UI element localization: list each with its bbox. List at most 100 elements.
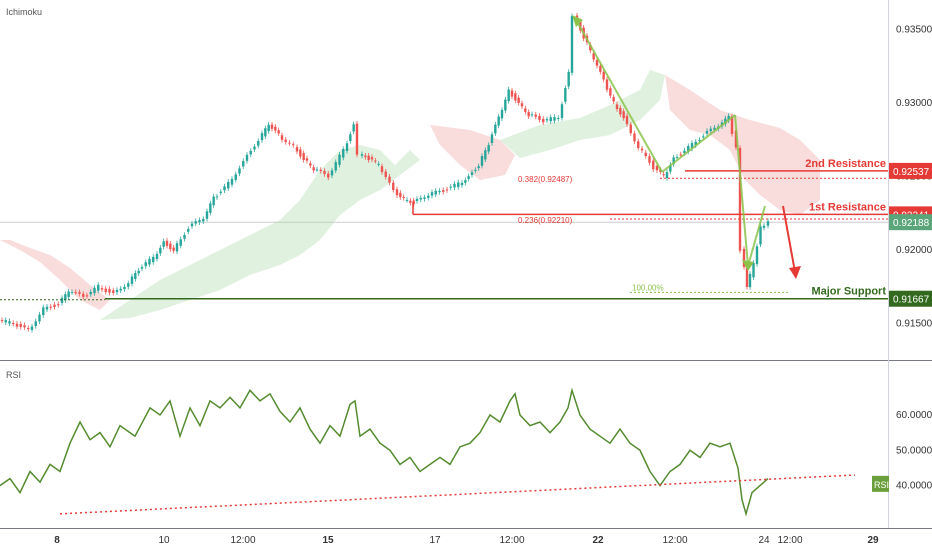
candle-body <box>730 116 734 134</box>
candle-body <box>742 248 746 267</box>
candle-body <box>395 189 399 196</box>
candle-body <box>405 199 409 201</box>
candle-body <box>64 294 67 301</box>
candle-body <box>687 146 690 152</box>
major-support-label: Major Support <box>811 286 886 298</box>
candle-body <box>629 124 632 134</box>
candle-body <box>542 118 545 123</box>
candle-body <box>442 190 445 192</box>
time-tick: 17 <box>429 535 441 546</box>
candle-body <box>507 89 510 102</box>
candle-body <box>245 154 249 161</box>
price-axis: 0.935000.930000.925000.920000.915000.925… <box>889 24 932 329</box>
candle-body <box>557 117 560 119</box>
candle-body <box>78 292 81 294</box>
candle-body <box>759 226 762 245</box>
pattern-line-0 <box>574 17 663 173</box>
candle-body <box>612 97 615 102</box>
candle-body <box>315 169 319 171</box>
candle-body <box>438 190 441 193</box>
candle-body <box>727 115 730 121</box>
candle-body <box>415 198 419 202</box>
candle-body <box>295 147 299 152</box>
projection-arrowhead <box>789 266 801 279</box>
candle-body <box>305 158 309 161</box>
cloud-region-4 <box>665 75 820 215</box>
candle-body <box>53 304 56 308</box>
candle-body <box>130 276 134 284</box>
candle-body <box>622 111 625 119</box>
candle-body <box>602 71 605 80</box>
candle-body <box>93 287 96 294</box>
candle-body <box>165 240 169 246</box>
candle-body <box>249 150 252 155</box>
cloud-region-3 <box>500 70 665 158</box>
first-resistance-label: 1st Resistance <box>809 201 886 213</box>
candle-body <box>644 152 647 157</box>
candle-body <box>453 183 456 188</box>
price-tick: 0.93000 <box>896 98 932 109</box>
candle-body <box>342 149 345 158</box>
candle-body <box>430 192 434 196</box>
candle-body <box>520 103 524 107</box>
candle-body <box>349 134 352 141</box>
candle-body <box>669 164 672 172</box>
candle-body <box>690 143 694 149</box>
candle-body <box>270 124 274 129</box>
time-tick: 10 <box>158 535 170 546</box>
candle-body <box>8 321 11 324</box>
second-resistance-tag: 0.92537 <box>893 167 930 178</box>
time-tick: 15 <box>322 535 334 546</box>
candle-body <box>257 141 260 146</box>
time-tick: 29 <box>867 535 879 546</box>
candle-body <box>592 53 595 60</box>
candle-body <box>709 128 712 132</box>
candle-body <box>15 323 19 327</box>
fib-label-0: 0.382(0.92487) <box>518 175 573 184</box>
candle-body <box>319 169 322 171</box>
candle-body <box>675 156 679 158</box>
candle-body <box>530 114 534 116</box>
candle-body <box>264 128 267 137</box>
candle-body <box>119 288 122 291</box>
candle-body <box>648 156 651 163</box>
candle-body <box>672 157 675 164</box>
candle-body <box>374 160 377 162</box>
candle-body <box>352 124 355 132</box>
candle-body <box>567 71 570 87</box>
cloud-region-2 <box>430 125 515 180</box>
candle-body <box>280 135 284 140</box>
candle-body <box>384 171 387 177</box>
time-tick: 12:00 <box>662 535 687 546</box>
candle-body <box>137 270 140 274</box>
candle-body <box>4 320 7 323</box>
candle-body <box>449 186 452 188</box>
candle-body <box>112 290 115 293</box>
price-tick: 0.91500 <box>896 318 932 329</box>
candle-body <box>127 283 130 287</box>
candle-body <box>637 141 640 148</box>
candle-body <box>45 306 49 310</box>
candle-body <box>327 173 330 178</box>
second-resistance-tag-bg <box>889 162 932 179</box>
candle-body <box>338 154 341 165</box>
candle-body <box>694 141 697 146</box>
candle-body <box>570 16 574 73</box>
candle-body <box>100 288 104 290</box>
candle-body <box>238 168 241 174</box>
candle-body <box>599 65 602 72</box>
cloud-region-0 <box>0 240 110 310</box>
candle-body <box>517 97 520 103</box>
candle-body <box>198 220 201 223</box>
candle-body <box>445 189 449 191</box>
candle-body <box>123 286 126 290</box>
candle-body <box>355 123 359 155</box>
candle-body <box>299 149 302 157</box>
candle-body <box>260 133 264 141</box>
candle-body <box>490 134 494 143</box>
candle-body <box>230 178 234 185</box>
candle-body <box>683 150 686 154</box>
candle-body <box>480 155 484 166</box>
